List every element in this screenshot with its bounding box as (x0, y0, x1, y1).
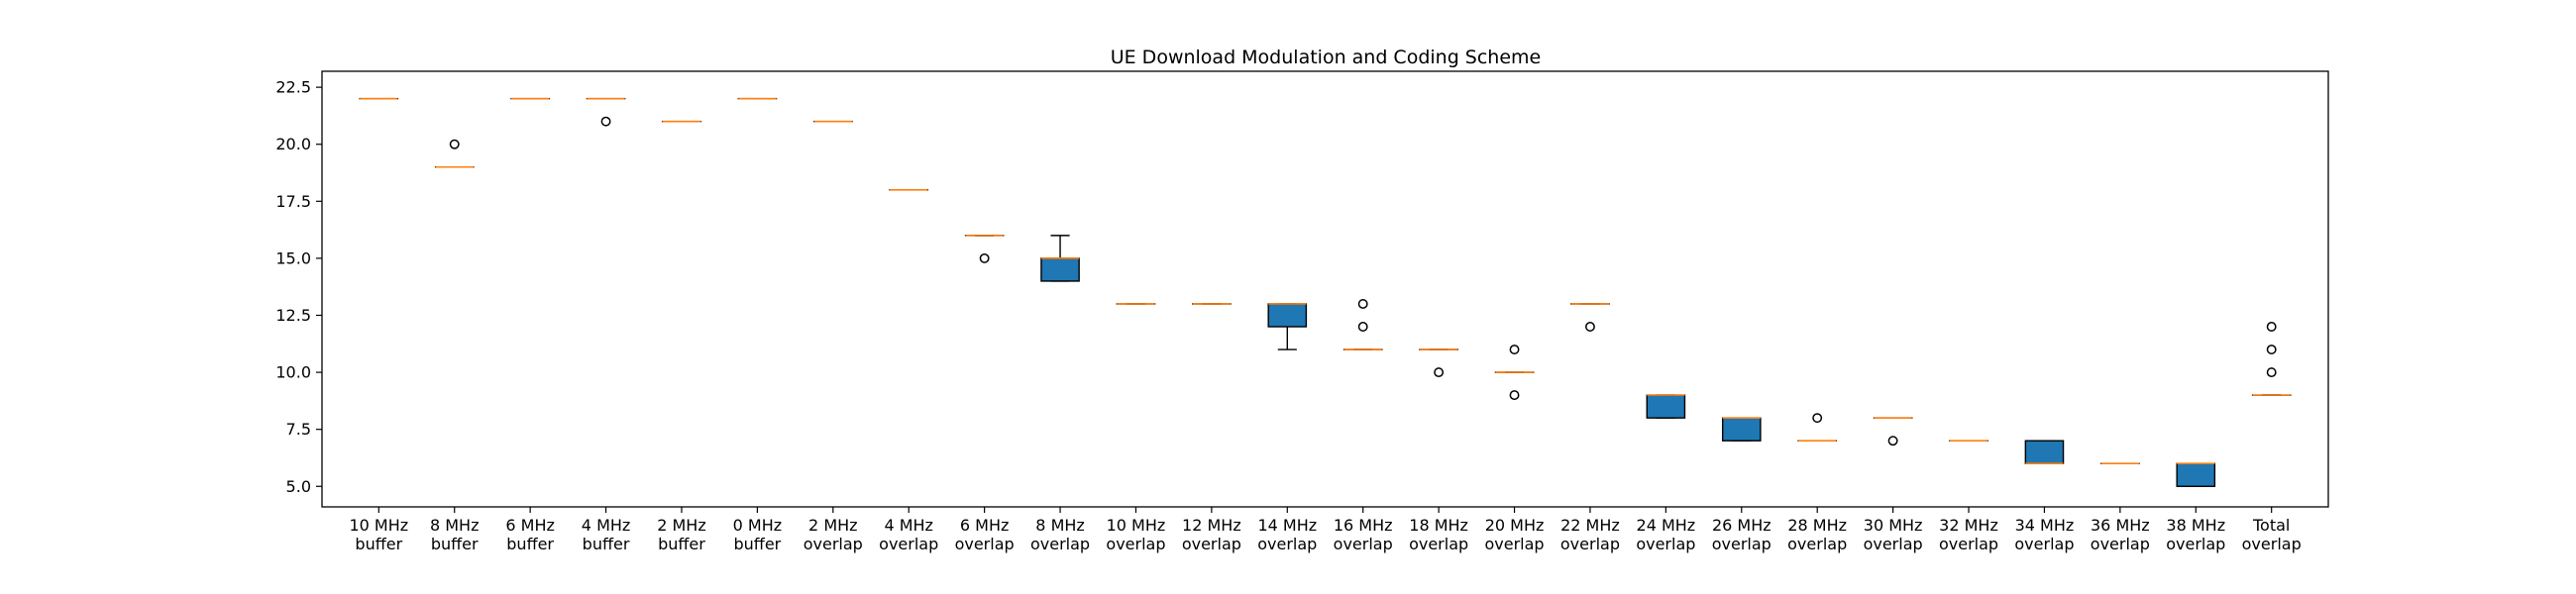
y-tick-label: 7.5 (286, 420, 311, 439)
x-tick-label: 2 MHz (657, 516, 706, 535)
plot-area: 5.07.510.012.515.017.520.022.510 MHzbuff… (275, 70, 2329, 553)
x-tick-label: 26 MHz (1712, 516, 1771, 535)
outlier-point (1887, 436, 1898, 446)
x-tick-label: overlap (1484, 535, 1544, 553)
x-tick-label: buffer (431, 535, 479, 553)
x-tick-label: overlap (1787, 535, 1847, 553)
x-tick-label: overlap (804, 535, 863, 553)
x-tick-label: 0 MHz (733, 516, 783, 535)
x-tick-label: overlap (955, 535, 1015, 553)
chart-title: UE Download Modulation and Coding Scheme (1111, 47, 1542, 68)
outlier-point (600, 116, 611, 127)
x-tick-label: 10 MHz (1107, 516, 1166, 535)
y-tick-label: 22.5 (275, 78, 311, 97)
x-tick-label: 32 MHz (1939, 516, 1998, 535)
x-tick-label: overlap (1106, 535, 1165, 553)
x-tick-label: overlap (1636, 535, 1695, 553)
x-tick-label: overlap (1182, 535, 1241, 553)
outlier-point (449, 139, 460, 149)
x-tick-label: overlap (1712, 535, 1771, 553)
outlier-point (1357, 299, 1368, 309)
y-tick-label: 17.5 (275, 192, 311, 211)
y-tick-label: 15.0 (275, 248, 311, 267)
box-body (1267, 303, 1308, 328)
x-tick-label: overlap (1257, 535, 1317, 553)
y-tick-label: 12.5 (275, 306, 311, 325)
x-tick-label: 4 MHz (582, 516, 631, 535)
x-tick-label: 18 MHz (1409, 516, 1468, 535)
outlier-point (1585, 322, 1595, 332)
x-tick-label: buffer (658, 535, 705, 553)
outlier-point (2266, 345, 2277, 354)
outlier-point (1509, 345, 1520, 354)
x-tick-label: 28 MHz (1787, 516, 1847, 535)
box-body (2024, 440, 2065, 464)
x-tick-label: overlap (2091, 535, 2150, 553)
y-tick-label: 5.0 (286, 477, 311, 496)
outlier-point (979, 252, 990, 263)
x-tick-label: buffer (355, 535, 402, 553)
x-tick-label: overlap (1864, 535, 1923, 553)
x-tick-label: 4 MHz (884, 516, 933, 535)
x-tick-label: overlap (2014, 535, 2074, 553)
x-tick-label: overlap (1030, 535, 1090, 553)
x-tick-label: 14 MHz (1257, 516, 1317, 535)
y-tick-label: 20.0 (275, 135, 311, 153)
x-tick-label: 8 MHz (1035, 516, 1085, 535)
outlier-point (2266, 322, 2277, 332)
x-tick-label: 30 MHz (1864, 516, 1923, 535)
x-tick-label: buffer (583, 535, 630, 553)
outlier-point (1434, 367, 1445, 378)
x-tick-label: 16 MHz (1334, 516, 1393, 535)
x-tick-label: 36 MHz (2091, 516, 2150, 535)
axes-frame (321, 70, 2329, 508)
x-tick-label: overlap (879, 535, 938, 553)
x-tick-label: 6 MHz (505, 516, 555, 535)
x-tick-label: 38 MHz (2166, 516, 2225, 535)
outlier-point (2266, 367, 2277, 378)
x-tick-label: 22 MHz (1560, 516, 1620, 535)
x-tick-label: overlap (2166, 535, 2225, 553)
x-tick-label: buffer (506, 535, 554, 553)
x-tick-label: overlap (1560, 535, 1620, 553)
x-tick-label: 10 MHz (349, 516, 408, 535)
x-tick-label: 8 MHz (430, 516, 480, 535)
x-tick-label: overlap (1334, 535, 1393, 553)
x-tick-label: 2 MHz (808, 516, 858, 535)
x-tick-label: overlap (1939, 535, 1998, 553)
outlier-point (1509, 390, 1520, 401)
x-tick-label: 20 MHz (1485, 516, 1545, 535)
box-body (2176, 462, 2216, 487)
x-tick-label: 6 MHz (960, 516, 1010, 535)
outlier-point (1357, 322, 1368, 332)
x-tick-label: overlap (2242, 535, 2302, 553)
x-tick-label: Total (2252, 516, 2290, 535)
box-body (1646, 394, 1686, 419)
x-tick-label: 34 MHz (2015, 516, 2075, 535)
x-tick-label: 24 MHz (1637, 516, 1696, 535)
x-tick-label: 12 MHz (1182, 516, 1241, 535)
x-tick-label: overlap (1409, 535, 1468, 553)
x-tick-label: buffer (734, 535, 782, 553)
outlier-point (1812, 413, 1823, 424)
box-body (1721, 417, 1762, 442)
y-tick-label: 10.0 (275, 363, 311, 382)
box-body (1040, 257, 1080, 282)
